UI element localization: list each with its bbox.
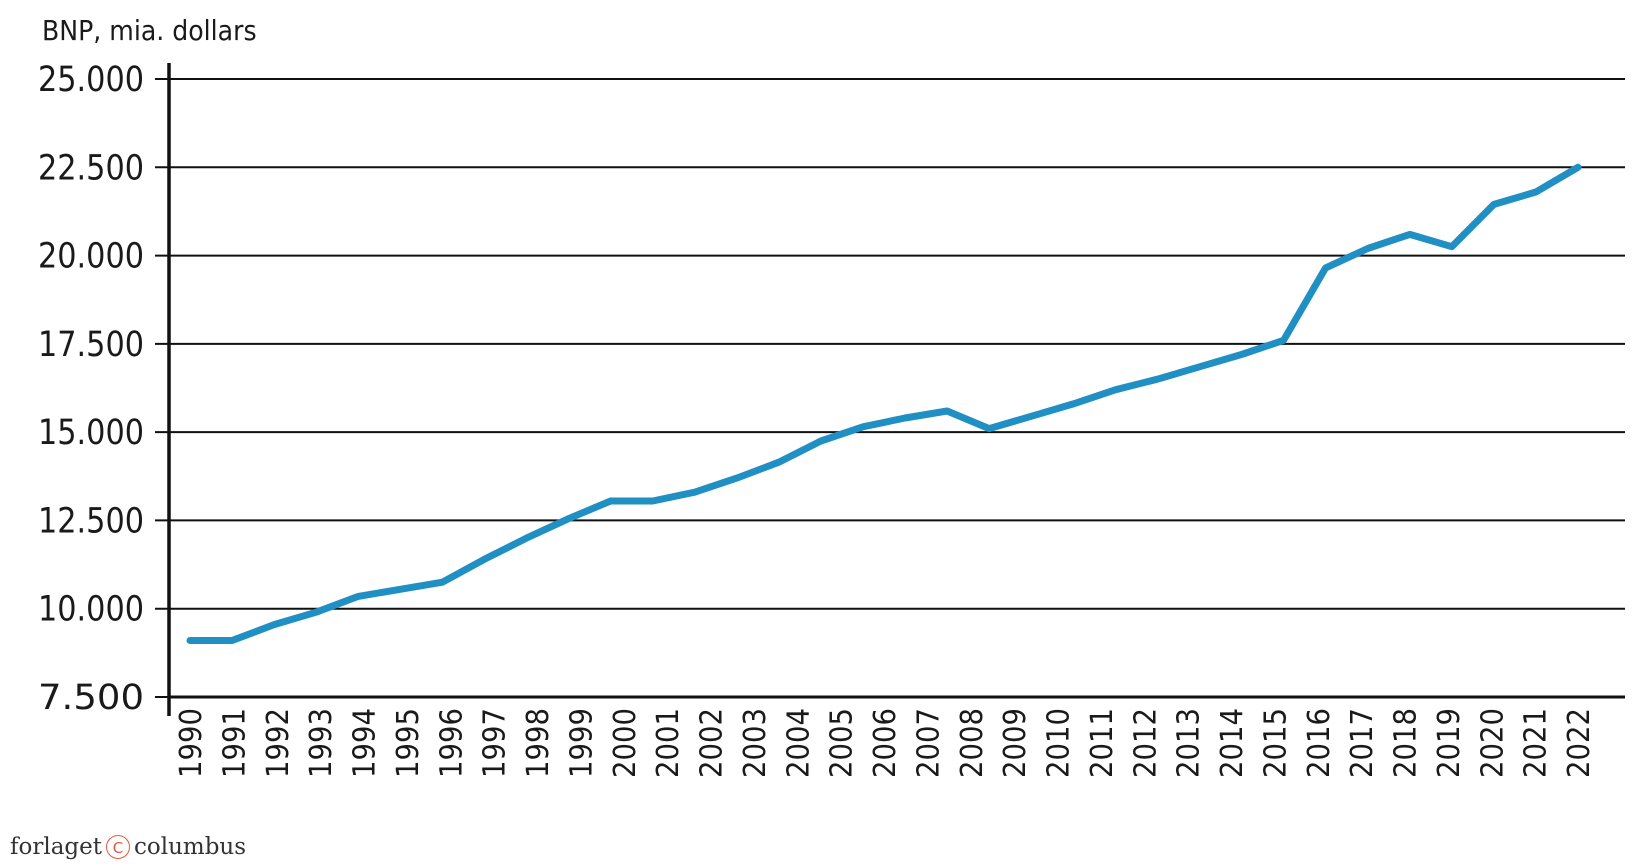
xtick-label-2021: 2021 bbox=[1519, 708, 1554, 778]
xtick-label-2012: 2012 bbox=[1128, 708, 1163, 778]
series-line-bnp bbox=[186, 163, 1582, 644]
xtick-label-1998: 1998 bbox=[521, 708, 556, 778]
ytick-label-12500: 12.500 bbox=[38, 501, 144, 541]
gridlines bbox=[155, 78, 1625, 698]
xtick-label-2009: 2009 bbox=[998, 708, 1033, 778]
xtick-label-2016: 2016 bbox=[1302, 708, 1337, 778]
xtick-label-1993: 1993 bbox=[304, 708, 339, 778]
ytick-label-15000: 15.000 bbox=[38, 413, 144, 453]
xtick-label-2017: 2017 bbox=[1345, 708, 1380, 778]
xtick-label-1994: 1994 bbox=[348, 708, 383, 778]
xtick-label-2013: 2013 bbox=[1172, 708, 1207, 778]
brand-name-left: forlaget bbox=[10, 834, 102, 860]
xtick-label-2008: 2008 bbox=[955, 708, 990, 778]
xtick-label-2001: 2001 bbox=[651, 708, 686, 778]
y-tick-labels: 7.500 10.000 12.500 15.000 17.500 20.000 22.50… bbox=[38, 60, 144, 718]
xtick-label-2002: 2002 bbox=[695, 708, 730, 778]
publisher-footer: forlaget C columbus bbox=[10, 834, 246, 860]
xtick-label-2011: 2011 bbox=[1085, 708, 1120, 778]
xtick-label-1995: 1995 bbox=[391, 708, 426, 778]
axes bbox=[167, 63, 1625, 716]
xtick-label-2020: 2020 bbox=[1475, 708, 1510, 778]
xtick-label-2018: 2018 bbox=[1389, 708, 1424, 778]
xtick-label-2000: 2000 bbox=[608, 708, 643, 778]
xtick-label-2019: 2019 bbox=[1432, 708, 1467, 778]
xtick-label-1992: 1992 bbox=[261, 708, 296, 778]
xtick-label-2007: 2007 bbox=[911, 708, 946, 778]
xtick-label-2010: 2010 bbox=[1042, 708, 1077, 778]
xtick-label-2003: 2003 bbox=[738, 708, 773, 778]
ytick-label-17500: 17.500 bbox=[38, 325, 144, 365]
xtick-label-1999: 1999 bbox=[564, 708, 599, 778]
xtick-label-2015: 2015 bbox=[1258, 708, 1293, 778]
ytick-label-22500: 22.500 bbox=[38, 148, 144, 188]
copyright-icon: C bbox=[106, 835, 130, 859]
ytick-label-7500: 7.500 bbox=[38, 678, 144, 718]
ytick-label-25000: 25.000 bbox=[38, 60, 144, 100]
xtick-label-1996: 1996 bbox=[434, 708, 469, 778]
y-axis-label: BNP, mia. dollars bbox=[42, 14, 257, 47]
xtick-label-1990: 1990 bbox=[174, 708, 209, 778]
xtick-label-1991: 1991 bbox=[217, 708, 252, 778]
xtick-label-2005: 2005 bbox=[825, 708, 860, 778]
xtick-label-2014: 2014 bbox=[1215, 708, 1250, 778]
xtick-label-2022: 2022 bbox=[1562, 708, 1597, 778]
xtick-label-1997: 1997 bbox=[478, 708, 513, 778]
x-tick-labels: 1990 1991 1992 1993 1994 1995 1996 1997 1998 1999… bbox=[174, 708, 1597, 778]
series bbox=[186, 163, 1582, 644]
xtick-label-2006: 2006 bbox=[868, 708, 903, 778]
ytick-label-20000: 20.000 bbox=[38, 237, 144, 277]
ytick-label-10000: 10.000 bbox=[38, 590, 144, 630]
brand-name-right: columbus bbox=[134, 834, 247, 860]
xtick-label-2004: 2004 bbox=[781, 708, 816, 778]
